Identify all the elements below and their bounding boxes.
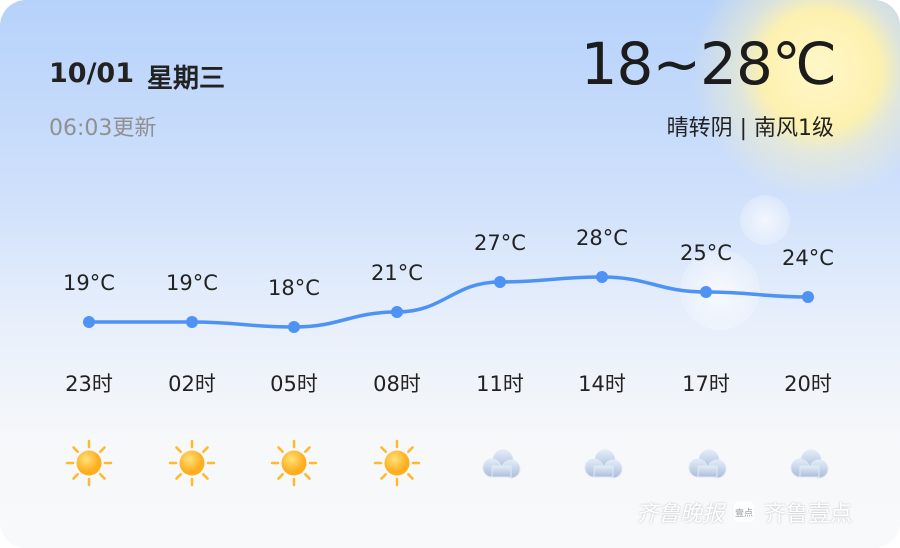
bokeh-decoration — [740, 195, 790, 245]
temperature-label: 19°C — [63, 271, 115, 295]
data-point — [391, 306, 403, 318]
sun-icon — [167, 438, 217, 488]
data-point — [83, 316, 95, 328]
watermark-brand2: 齐鲁壹点 — [764, 502, 853, 527]
sun-icon — [269, 438, 319, 488]
data-point — [186, 316, 198, 328]
update-time: 06:03更新 — [49, 116, 157, 141]
hour-label: 20时 — [784, 372, 832, 396]
cloud-icon — [475, 438, 525, 488]
hour-label: 08时 — [373, 372, 421, 396]
temperature-label: 25°C — [680, 241, 732, 265]
cloud-icon — [681, 438, 731, 488]
sun-icon — [372, 438, 422, 488]
hour-label: 11时 — [476, 372, 524, 396]
sun-icon — [64, 438, 114, 488]
hour-label: 17时 — [682, 372, 730, 396]
data-point — [802, 291, 814, 303]
hour-label: 23时 — [65, 372, 113, 396]
temperature-label: 28°C — [576, 226, 628, 250]
temperature-label: 27°C — [474, 231, 526, 255]
temperature-line — [87, 275, 810, 329]
data-point — [494, 276, 506, 288]
watermark-badge: 壹点 — [734, 502, 755, 522]
temperature-label: 19°C — [166, 271, 218, 295]
watermark-brand1: 齐鲁晚报 — [636, 502, 725, 527]
weather-condition: 晴转阴 | 南风1级 — [666, 116, 834, 141]
hour-label: 05时 — [270, 372, 318, 396]
temperature-label: 24°C — [782, 246, 834, 270]
temperature-label: 21°C — [371, 261, 423, 285]
temperature-label: 18°C — [268, 276, 320, 300]
cloud-icon — [783, 438, 833, 488]
data-point — [288, 321, 300, 333]
hour-label: 02时 — [168, 372, 216, 396]
data-point — [700, 286, 712, 298]
data-point — [596, 271, 608, 283]
weekday: 星期三 — [147, 64, 226, 94]
hour-label: 14时 — [578, 372, 626, 396]
date: 10/01 — [49, 58, 135, 89]
watermark: 齐鲁晚报 壹点 齐鲁壹点 — [636, 496, 852, 528]
temperature-range: 18~28℃ — [580, 30, 837, 98]
cloud-icon — [577, 438, 627, 488]
